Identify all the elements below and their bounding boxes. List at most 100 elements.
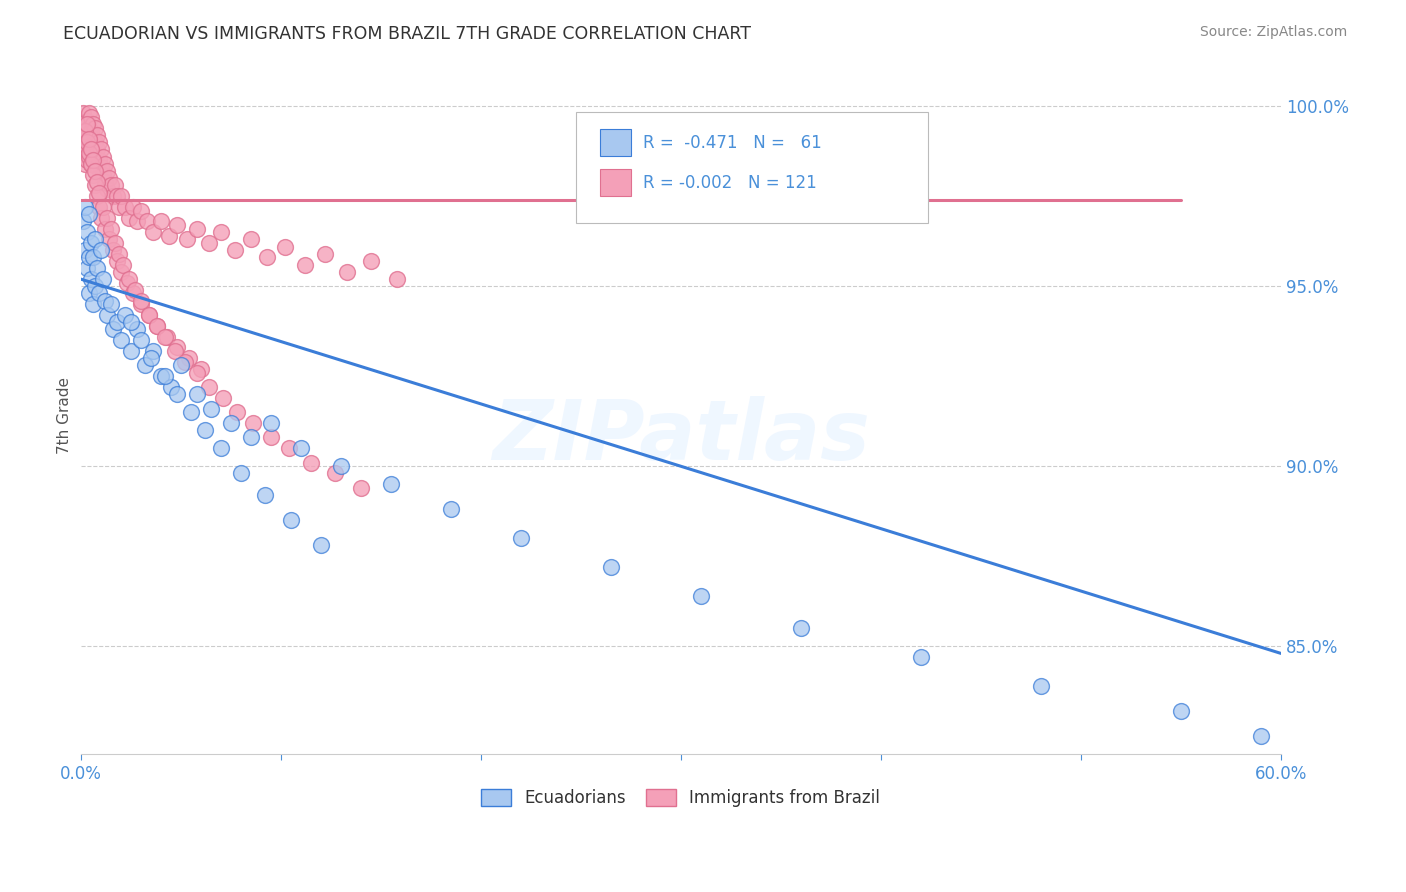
Point (101, 189, 124, 203)
Point (125, 214, 148, 228)
Point (114, 200, 136, 214)
Point (86, 189, 108, 203)
Point (242, 416, 264, 430)
Point (72, 106, 94, 120)
Point (96, 182, 118, 196)
Point (190, 362, 212, 376)
Point (79, 157, 101, 171)
Text: Source: ZipAtlas.com: Source: ZipAtlas.com (1199, 25, 1347, 39)
Point (440, 502, 463, 516)
Point (105, 315, 128, 329)
Point (100, 297, 122, 311)
Point (73, 128, 96, 142)
Point (96, 164, 118, 178)
Point (689, 589, 711, 603)
Point (157, 228, 180, 243)
Point (73, 124, 96, 138)
Point (139, 351, 162, 366)
Point (91, 200, 114, 214)
Point (277, 441, 299, 455)
Point (209, 441, 232, 455)
Point (77, 150, 100, 164)
Point (83, 178, 105, 193)
Point (294, 258, 316, 272)
Point (87, 200, 110, 214)
Point (87, 186, 110, 200)
Point (79, 110, 101, 124)
Point (138, 308, 160, 322)
Point (83, 135, 105, 149)
Point (87, 286, 110, 301)
Point (73, 146, 96, 161)
Point (91, 168, 114, 182)
Point (73, 244, 96, 258)
Point (239, 232, 262, 246)
Point (97, 171, 120, 186)
Point (159, 380, 181, 394)
Point (153, 329, 176, 343)
Point (76, 117, 98, 131)
Point (82, 251, 104, 265)
Point (169, 359, 191, 373)
Point (124, 283, 146, 297)
Point (166, 218, 188, 232)
Point (105, 189, 128, 203)
Point (1250, 729, 1272, 743)
Point (145, 318, 167, 333)
Point (910, 650, 932, 665)
Point (253, 488, 276, 502)
Point (107, 200, 129, 214)
Point (314, 247, 336, 261)
Point (76, 135, 98, 149)
Point (224, 244, 246, 258)
Point (82, 153, 104, 168)
Legend: Ecuadorians, Immigrants from Brazil: Ecuadorians, Immigrants from Brazil (474, 782, 887, 814)
Point (225, 405, 247, 419)
Point (110, 189, 132, 203)
Point (138, 308, 160, 322)
Point (96, 211, 118, 225)
Point (290, 441, 312, 455)
Point (166, 387, 188, 401)
Point (83, 120, 105, 135)
Y-axis label: 7th Grade: 7th Grade (58, 377, 72, 454)
Point (87, 135, 110, 149)
Point (79, 235, 101, 250)
Point (82, 297, 104, 311)
Point (77, 251, 100, 265)
Point (77, 120, 100, 135)
Point (166, 340, 188, 354)
Point (299, 456, 322, 470)
Point (86, 175, 108, 189)
Point (173, 355, 195, 369)
Text: R =  -0.471   N =   61: R = -0.471 N = 61 (643, 134, 821, 152)
Point (86, 261, 108, 276)
Point (91, 272, 114, 286)
Point (79, 157, 101, 171)
Point (76, 225, 98, 239)
Point (256, 251, 278, 265)
Point (89, 211, 111, 225)
Point (83, 153, 105, 168)
Point (97, 232, 120, 246)
Point (163, 344, 186, 359)
Point (1029, 679, 1052, 693)
Point (82, 131, 104, 145)
Point (219, 416, 242, 430)
Point (83, 232, 105, 246)
Point (91, 150, 114, 164)
Point (115, 276, 138, 290)
Point (111, 258, 134, 272)
Point (89, 143, 111, 157)
Point (73, 135, 96, 149)
Point (229, 467, 252, 481)
Point (280, 513, 302, 527)
Point (117, 272, 139, 286)
Point (155, 329, 177, 343)
Point (149, 214, 172, 228)
Point (79, 138, 101, 153)
Point (76, 138, 98, 153)
Point (135, 214, 157, 228)
Point (82, 117, 104, 131)
Point (100, 221, 122, 235)
